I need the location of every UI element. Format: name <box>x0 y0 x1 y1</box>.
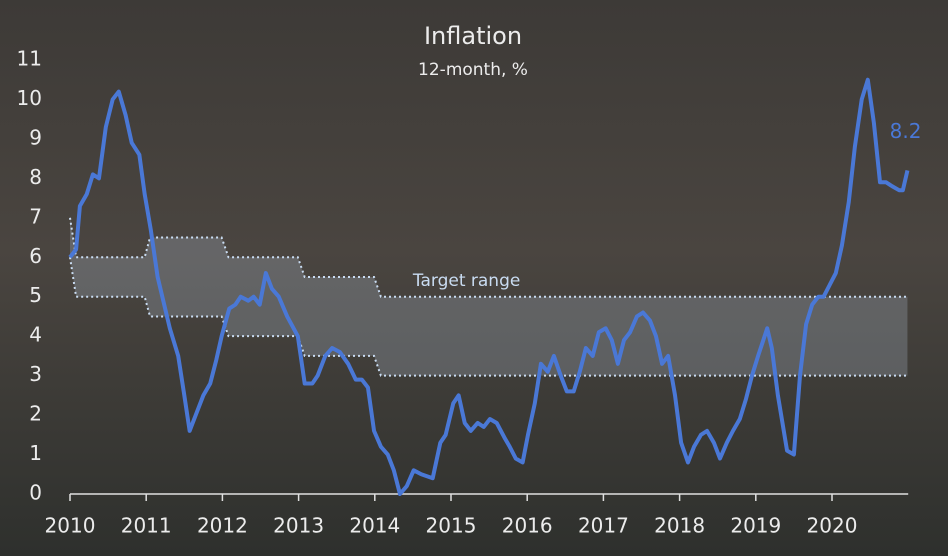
y-tick-label: 2 <box>29 402 42 426</box>
y-tick-label: 4 <box>29 323 42 347</box>
y-tick-label: 10 <box>17 86 42 110</box>
x-tick-label: 2017 <box>578 514 629 538</box>
target-label: Target range <box>412 271 520 291</box>
page: {"chart_data": { "type": "line", "title"… <box>0 0 948 556</box>
x-tick-label: 2011 <box>121 514 172 538</box>
x-tick-label: 2012 <box>197 514 248 538</box>
y-tick-label: 0 <box>29 481 42 505</box>
x-tick-label: 2015 <box>426 514 477 538</box>
x-tick-label: 2013 <box>273 514 324 538</box>
chart-subtitle: 12-month, % <box>418 60 528 80</box>
chart: Inflation 12-month, % Target range 0 1 2 3 4 5… <box>0 0 948 556</box>
x-tick-label: 2010 <box>45 514 96 538</box>
x-tick-label: 2016 <box>502 514 553 538</box>
y-tick-label: 8 <box>29 165 42 189</box>
y-tick-label: 5 <box>29 283 42 307</box>
x-tick-label: 2018 <box>654 514 705 538</box>
x-tick-label: 2014 <box>349 514 400 538</box>
y-tick-label: 11 <box>17 47 42 71</box>
chart-title: Inflation <box>424 22 522 50</box>
y-tick-label: 6 <box>29 244 42 268</box>
y-tick-label: 3 <box>29 362 42 386</box>
x-tick-label: 2019 <box>730 514 781 538</box>
end-value-label: 8.2 <box>890 119 922 143</box>
y-tick-label: 9 <box>29 125 42 149</box>
y-tick-label: 7 <box>29 204 42 228</box>
x-tick-label: 2020 <box>807 514 858 538</box>
y-tick-label: 1 <box>29 441 42 465</box>
